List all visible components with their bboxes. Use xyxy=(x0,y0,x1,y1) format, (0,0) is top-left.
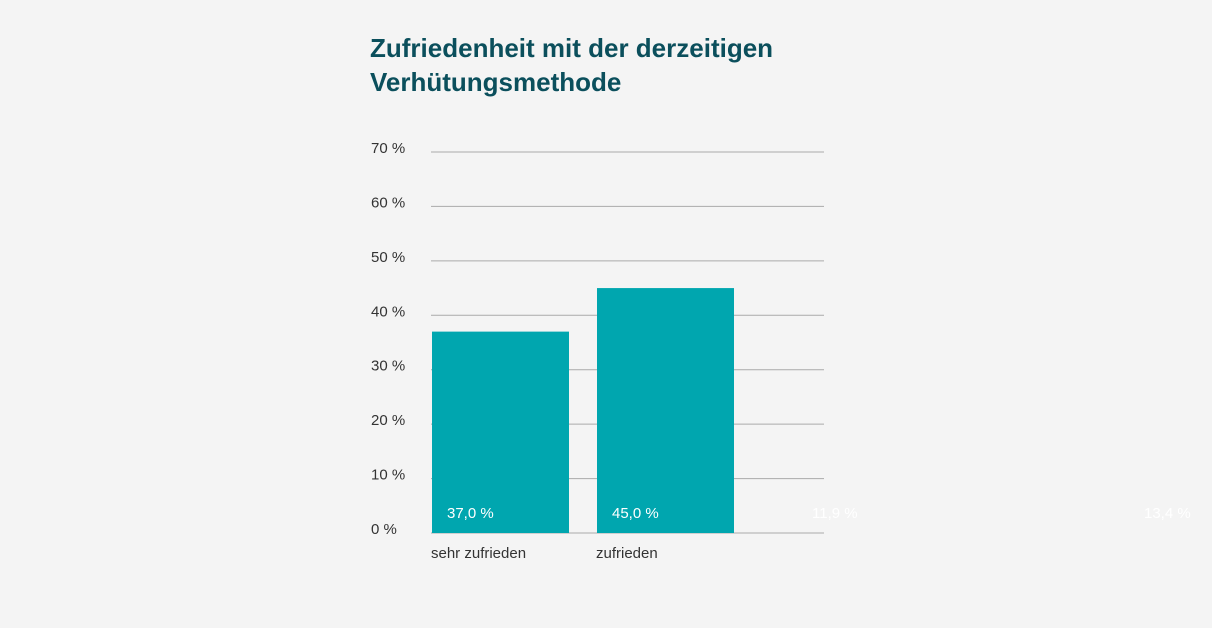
y-tick-label: 70 % xyxy=(371,140,405,157)
value-label: 45,0 % xyxy=(612,505,659,522)
value-label: 11,9 % xyxy=(812,505,858,522)
category-label: zufrieden xyxy=(596,545,658,562)
y-axis-ticks: 0 % 10 % 20 % 30 % 40 % 50 % 60 % 70 % xyxy=(371,140,405,538)
y-tick-label: 40 % xyxy=(371,303,405,320)
y-tick-label: 20 % xyxy=(371,412,405,429)
bar xyxy=(597,288,734,533)
value-labels: 37,0 % 45,0 % 11,9 % 13,4 % xyxy=(447,505,1191,522)
category-labels: sehr zufrieden zufrieden xyxy=(431,545,658,562)
y-tick-label: 0 % xyxy=(371,521,397,538)
category-label: sehr zufrieden xyxy=(431,545,526,562)
bars xyxy=(432,288,734,533)
value-label: 13,4 % xyxy=(1144,505,1191,522)
y-tick-label: 60 % xyxy=(371,194,405,211)
value-label: 37,0 % xyxy=(447,505,494,522)
chart-title: Zufriedenheit mit der derzeitigen Verhüt… xyxy=(370,33,774,97)
y-tick-label: 10 % xyxy=(371,467,405,484)
y-tick-label: 30 % xyxy=(371,358,405,375)
y-tick-label: 50 % xyxy=(371,249,405,266)
bar xyxy=(432,331,569,533)
